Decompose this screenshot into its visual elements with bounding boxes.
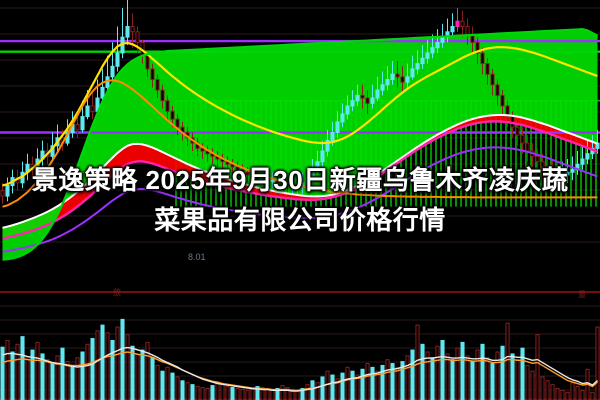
price-annotation-label: 8.01 bbox=[188, 252, 206, 262]
volume-annotation-left: 放 bbox=[113, 288, 121, 297]
moving-average-lines bbox=[2, 28, 599, 261]
volume-moving-averages bbox=[2, 346, 598, 392]
horizontal-levels bbox=[0, 39, 600, 134]
volume-bars[interactable] bbox=[0, 318, 600, 400]
indicator-ribbons bbox=[2, 29, 598, 260]
volume-annotation-right: 量 bbox=[578, 290, 586, 299]
panel-separator bbox=[0, 291, 600, 400]
